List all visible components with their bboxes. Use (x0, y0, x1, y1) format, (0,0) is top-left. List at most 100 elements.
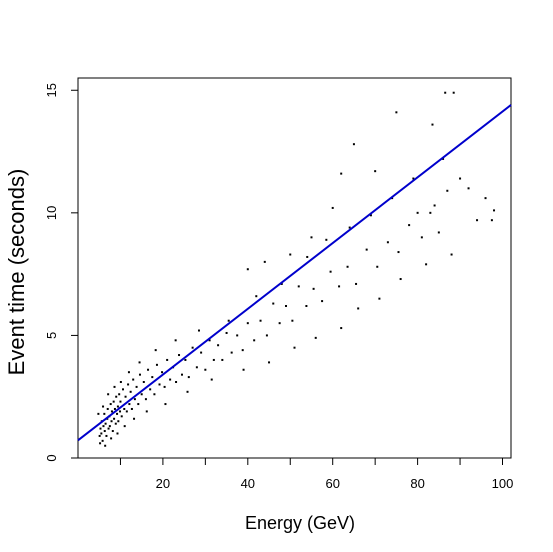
data-point (490, 219, 493, 222)
data-point (191, 346, 194, 349)
data-point (130, 407, 133, 410)
data-point (105, 434, 108, 437)
data-point (125, 410, 128, 413)
data-point (408, 224, 411, 227)
data-point (431, 123, 434, 126)
data-point (321, 300, 324, 303)
data-point (289, 253, 292, 256)
data-point (145, 410, 148, 413)
data-point (106, 407, 109, 410)
data-point (113, 407, 116, 410)
data-point (110, 410, 113, 413)
data-point (110, 437, 113, 440)
data-point (187, 376, 190, 379)
data-point (142, 381, 145, 383)
data-point (107, 393, 110, 396)
data-point (310, 236, 313, 239)
data-point (297, 285, 300, 288)
data-point (217, 344, 220, 347)
data-point (325, 238, 328, 241)
data-point (272, 302, 275, 305)
data-point (116, 412, 119, 415)
data-point (98, 434, 101, 437)
data-point (119, 400, 122, 403)
data-point (412, 177, 415, 180)
data-point (268, 361, 271, 364)
data-point (103, 430, 106, 433)
data-point (442, 157, 445, 160)
data-point (291, 319, 294, 322)
data-point (204, 368, 207, 371)
data-point (154, 349, 157, 352)
data-point (369, 214, 372, 217)
data-point (103, 412, 106, 415)
data-point (184, 358, 187, 361)
data-point (113, 385, 116, 388)
data-point (118, 393, 121, 396)
x-axis-title: Energy (GeV) (245, 513, 355, 533)
x-tick-label: 40 (241, 476, 255, 491)
plot-frame (77, 77, 512, 459)
data-point (376, 265, 379, 268)
x-tick-label: 60 (325, 476, 339, 491)
data-point (355, 282, 358, 285)
x-axis: 20 40 60 80 100 (119, 458, 514, 491)
data-point (246, 268, 249, 271)
data-point (133, 417, 136, 420)
data-point (312, 287, 315, 290)
data-point (210, 378, 213, 381)
data-point (346, 265, 349, 268)
data-point (399, 278, 402, 281)
data-point (102, 425, 105, 428)
data-point (433, 204, 436, 207)
data-point (265, 334, 268, 337)
data-point (115, 395, 118, 398)
data-point (133, 398, 136, 401)
data-point (107, 427, 110, 430)
data-point (425, 263, 428, 266)
data-point (104, 422, 107, 425)
data-point (181, 373, 183, 376)
data-point (137, 403, 140, 406)
data-point (129, 390, 132, 393)
data-point (158, 383, 161, 386)
data-point (113, 417, 116, 420)
data-points (97, 91, 496, 447)
data-point (437, 231, 440, 234)
data-point (246, 322, 249, 325)
data-point (163, 385, 166, 388)
data-point (153, 393, 156, 396)
data-point (493, 209, 496, 212)
data-point (208, 339, 211, 342)
data-point (132, 378, 135, 381)
data-point (429, 211, 432, 214)
x-tick-label: 20 (156, 476, 170, 491)
x-tick-label: 80 (410, 476, 424, 491)
data-point (416, 211, 419, 214)
data-point (104, 444, 107, 447)
data-point (386, 241, 389, 244)
data-point (397, 251, 400, 254)
data-point (135, 385, 138, 388)
y-tick-label: 10 (44, 206, 59, 220)
data-point (340, 172, 343, 175)
data-point (365, 248, 368, 251)
data-point (225, 331, 228, 334)
data-point (186, 390, 189, 393)
y-tick-label: 5 (44, 332, 59, 339)
data-point (117, 420, 120, 423)
data-point (127, 383, 130, 386)
data-point (221, 358, 224, 361)
data-point (241, 349, 244, 352)
data-point (195, 366, 198, 369)
data-point (120, 415, 123, 418)
data-point (253, 339, 256, 342)
data-point (110, 420, 113, 423)
data-point (109, 403, 112, 406)
data-point (467, 187, 470, 190)
y-axis: 0 5 10 15 (44, 83, 78, 462)
data-point (169, 378, 172, 381)
data-point (155, 363, 158, 366)
x-tick-label: 100 (492, 476, 514, 491)
data-point (314, 336, 317, 339)
